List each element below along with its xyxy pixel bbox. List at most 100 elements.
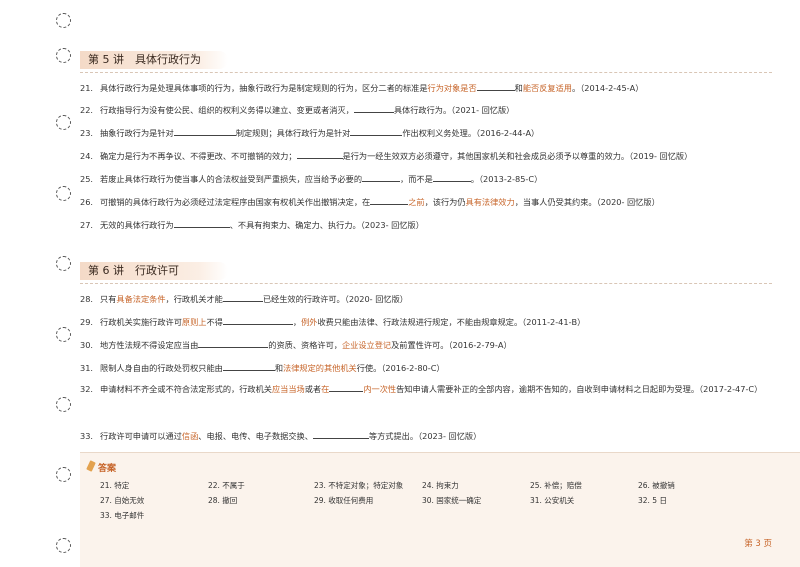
question-32: 32. 申请材料不齐全或不符合法定形式的，行政机关应当当场或者在 内一次性告知申请人… (80, 379, 770, 399)
binder-hole (56, 256, 71, 271)
section-title-lecture-5: 第 5 讲 具体行政行为 (80, 51, 228, 69)
question-text: 、不具有拘束力、确定力、执行力。（2023- 回忆版） (229, 220, 424, 230)
answer-item: 26. 被撤销 (638, 481, 675, 490)
question-text: 等方式提出。（2023- 回忆版） (368, 431, 482, 441)
fill-in-blank (198, 338, 269, 348)
question-text: 抽象行政行为是针对 (100, 128, 174, 138)
fill-in-blank (222, 315, 293, 325)
answer-title: 答案 (98, 464, 117, 474)
fill-in-blank (350, 126, 403, 136)
highlighted-text: 法律规定的其他机关 (283, 363, 357, 373)
question-22: 22. 行政指导行为没有使公民、组织的权利义务得以建立、变更或者消灭， 具体行政行为… (80, 103, 772, 116)
question-number: 27. (80, 220, 94, 230)
question-number: 22. (80, 105, 94, 115)
question-number: 30. (80, 340, 94, 350)
question-31: 31. 限制人身自由的行政处罚权只能由 和法律规定的其他机关行使。（2016-2-8… (80, 361, 772, 374)
answer-item: 23. 不特定对象；特定对象 (314, 481, 404, 490)
highlighted-text: 之前 (408, 197, 425, 207)
question-23: 23. 抽象行政行为是针对 制定规则；具体行政行为是针对 作出权利义务处理。（2016… (80, 126, 772, 139)
question-text: 告知申请人需要补正的全部内容，逾期不告知的，自收到申请材料之日起即为受理。（20… (396, 384, 763, 394)
question-text: 可撤销的具体行政行为必须经过法定程序由国家有权机关作出撤销决定，在 (100, 197, 371, 207)
question-number: 24. (80, 151, 94, 161)
answer-box: 答案 21. 特定 22. 不属于 23. 不特定对象；特定对象 24. 拘束力… (80, 452, 800, 567)
fill-in-blank (362, 172, 401, 182)
binder-holes (56, 0, 72, 566)
question-text: 无效的具体行政行为 (100, 220, 174, 230)
fill-in-blank (222, 292, 263, 302)
answer-item: 27. 自始无效 (100, 496, 145, 505)
question-number: 33. (80, 431, 94, 441)
page-number: 第 3 页 (744, 539, 772, 549)
question-text: 是行为一经生效双方必须遵守，其他国家机关和社会成员必须予以尊重的效力。（2019… (342, 151, 693, 161)
fill-in-blank (432, 172, 471, 182)
question-number: 31. (80, 363, 94, 373)
question-33: 33. 行政许可申请可以通过信函、电报、电传、电子数据交换、 等方式提出。（2023… (80, 429, 772, 442)
fill-in-blank (370, 195, 409, 205)
highlighted-text: 在 (321, 384, 330, 394)
binder-hole (56, 186, 71, 201)
highlighted-text: 应当当场 (271, 384, 305, 394)
answer-item: 25. 补偿；赔偿 (530, 481, 582, 490)
binder-hole (56, 115, 71, 130)
question-text: 及前置性许可。（2016-2-79-A） (391, 340, 512, 350)
fill-in-blank (353, 103, 394, 113)
question-text: 地方性法规不得设定应当由 (100, 340, 199, 350)
question-text: 制定规则；具体行政行为是针对 (235, 128, 351, 138)
question-text: 作出权利义务处理。（2016-2-44-A） (402, 128, 540, 138)
fill-in-blank (476, 81, 515, 91)
question-number: 25. (80, 174, 94, 184)
binder-hole (56, 327, 71, 342)
question-text: 的资质、资格许可， (268, 340, 342, 350)
question-text: 。（2014-2-45-A） (572, 83, 644, 93)
answer-item: 29. 收取任何费用 (314, 496, 374, 505)
binder-hole (56, 13, 71, 28)
fill-in-blank (173, 218, 230, 228)
answer-item: 30. 国家统一确定 (422, 496, 482, 505)
answer-item: 22. 不属于 (208, 481, 245, 490)
pencil-icon (86, 460, 96, 472)
question-number: 32. (80, 384, 94, 394)
question-text: 和 (274, 363, 284, 373)
question-number: 29. (80, 317, 94, 327)
fill-in-blank (296, 149, 343, 159)
question-30: 30. 地方性法规不得设定应当由 的资质、资格许可，企业设立登记及前置性许可。（20… (80, 338, 772, 351)
question-text: 若废止具体行政行为使当事人的合法权益受到严重损失，应当给予必要的 (100, 174, 363, 184)
highlighted-text: 原则上 (181, 317, 207, 327)
question-number: 26. (80, 197, 94, 207)
question-27: 27. 无效的具体行政行为 、不具有拘束力、确定力、执行力。（2023- 回忆版） (80, 218, 772, 231)
answer-heading: 答案 (86, 460, 117, 474)
question-text: 。（2013-2-85-C） (470, 174, 543, 184)
question-26: 26. 可撤销的具体行政行为必须经过法定程序由国家有权机关作出撤销决定，在 之前，该… (80, 195, 772, 208)
question-text: 申请材料不齐全或不符合法定形式的，行政机关 (100, 384, 272, 394)
fill-in-blank (312, 429, 369, 439)
question-text: ，当事人仍受其约束。（2020- 回忆版） (514, 197, 660, 207)
question-text: 限制人身自由的行政处罚权只能由 (100, 363, 223, 373)
question-25: 25. 若废止具体行政行为使当事人的合法权益受到严重损失，应当给予必要的 ，而不是 。… (80, 172, 772, 185)
question-text: 行使。（2016-2-80-C） (356, 363, 445, 373)
question-29: 29. 行政机关实施行政许可原则上不得 ，例外收费只能由法律、行政法规进行规定，不能… (80, 315, 772, 328)
answer-item: 32. 5 日 (638, 496, 667, 505)
answer-item: 31. 公安机关 (530, 496, 575, 505)
highlighted-text: 例外 (301, 317, 318, 327)
answer-item: 33. 电子邮件 (100, 511, 145, 520)
binder-hole (56, 467, 71, 482)
highlighted-text: 信函 (181, 431, 199, 441)
section-title-lecture-6: 第 6 讲 行政许可 (80, 262, 228, 280)
binder-hole (56, 48, 71, 63)
binder-hole (56, 538, 71, 553)
question-text: 行政许可申请可以通过 (100, 431, 182, 441)
question-number: 28. (80, 294, 94, 304)
question-number: 23. (80, 128, 94, 138)
question-24: 24. 确定力是行为不再争议、不得更改、不可撤销的效力； 是行为一经生效双方必须遵守… (80, 149, 772, 162)
question-text: ，该行为仍 (424, 197, 466, 207)
question-21: 21. 具体行政行为是处理具体事项的行为，抽象行政行为是制定规则的行为，区分二者的… (80, 81, 772, 94)
question-text: 和 (514, 83, 523, 93)
question-28: 28. 只有具备法定条件，行政机关才能 已经生效的行政许可。（2020- 回忆版） (80, 292, 772, 305)
fill-in-blank (329, 382, 364, 392)
answer-item: 28. 撤回 (208, 496, 238, 505)
answer-item: 24. 拘束力 (422, 481, 459, 490)
fill-in-blank (222, 361, 275, 371)
binder-hole (56, 397, 71, 412)
question-text: 具体行政行为。（2021- 回忆版） (393, 105, 515, 115)
question-text: ， (292, 317, 302, 327)
